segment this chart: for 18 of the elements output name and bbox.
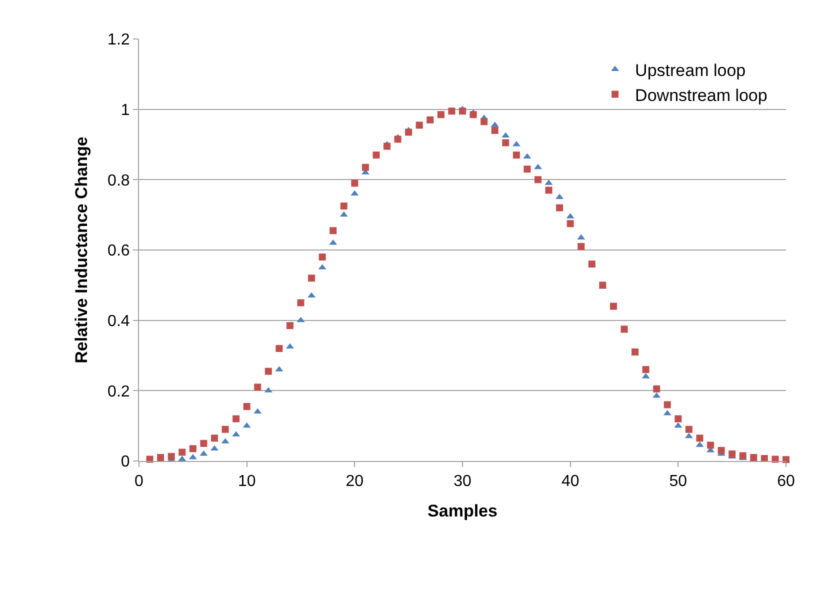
y-tick-label: 0.2 xyxy=(108,383,130,400)
x-tick-label: 20 xyxy=(346,473,364,490)
x-tick-label: 60 xyxy=(777,473,795,490)
x-axis-title: Samples xyxy=(428,502,498,521)
y-tick-label: 0.4 xyxy=(108,312,130,330)
x-tick-label: 0 xyxy=(134,473,144,490)
y-tick-label: 0.6 xyxy=(108,242,130,260)
x-tick-label: 40 xyxy=(561,473,580,490)
y-tick-label: 0.8 xyxy=(108,172,130,190)
legend-label: Upstream loop xyxy=(635,60,746,80)
y-tick-label: 1.2 xyxy=(108,32,130,49)
x-tick-label: 10 xyxy=(238,473,256,490)
y-axis-title: Relative Inductance Change xyxy=(72,136,92,364)
y-tick-label: 1 xyxy=(120,102,130,119)
x-tick-label: 50 xyxy=(669,473,688,490)
legend-label: Downstream loop xyxy=(635,86,768,105)
x-tick-label: 30 xyxy=(454,473,472,490)
y-tick-label: 0 xyxy=(120,454,130,471)
